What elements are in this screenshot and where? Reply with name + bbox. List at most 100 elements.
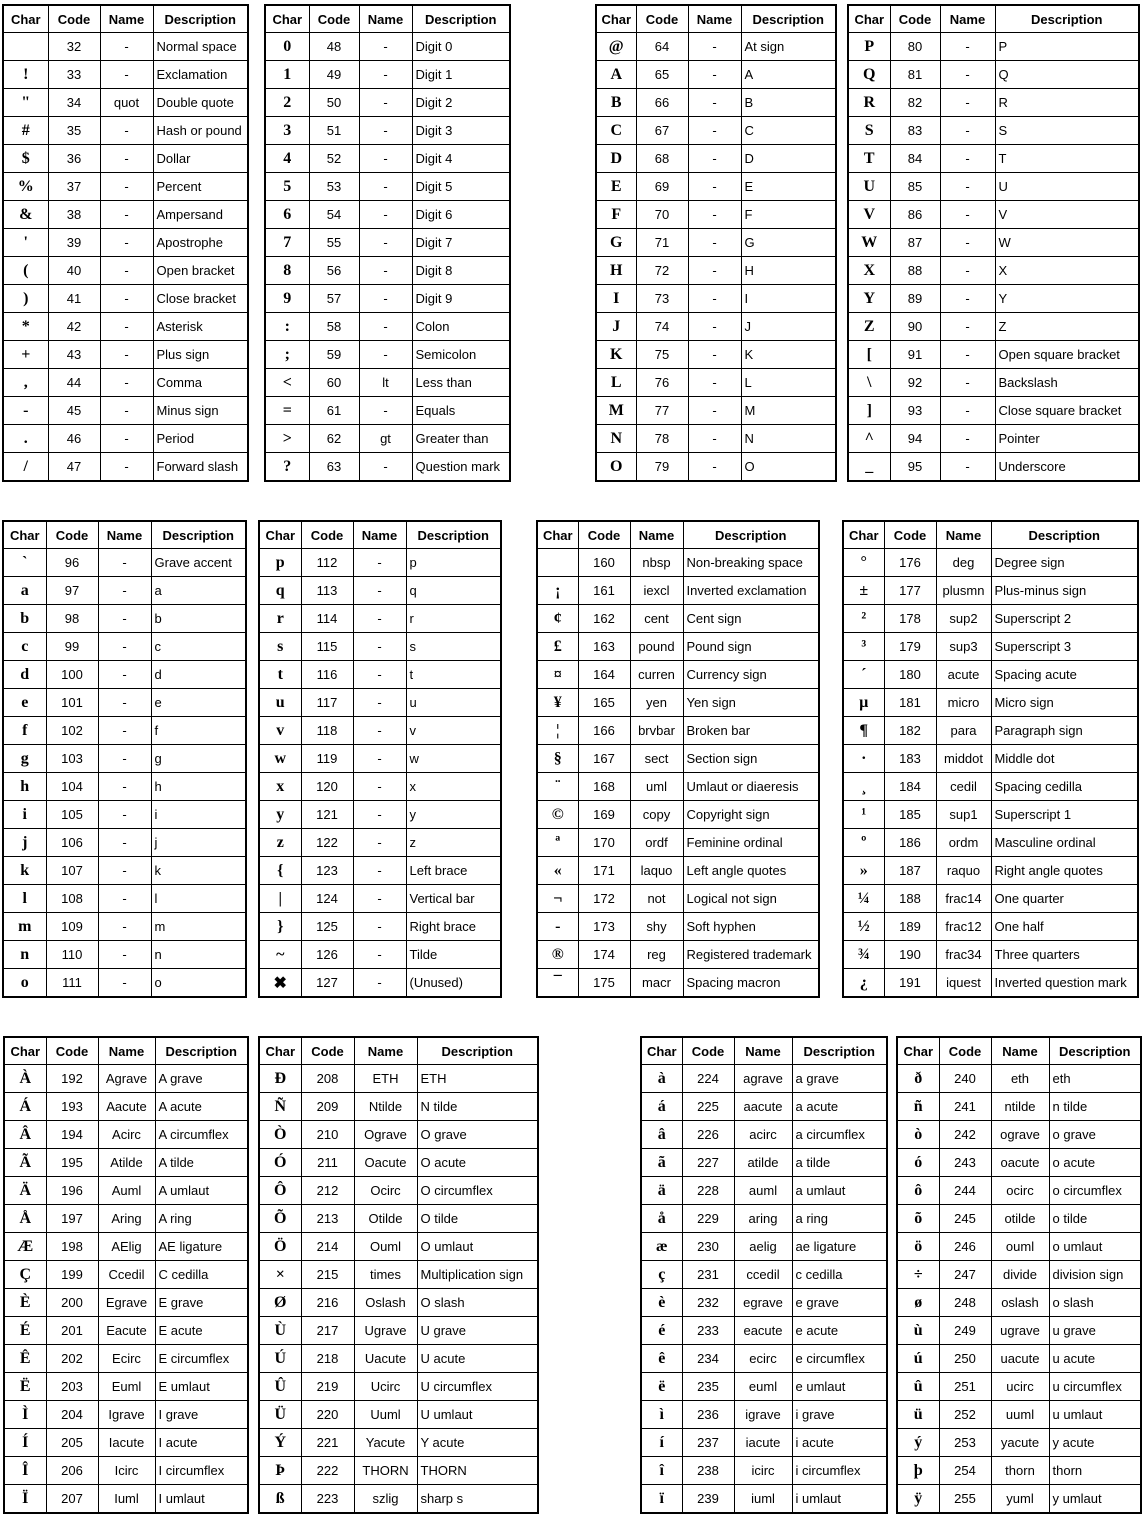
char-row: V 86- V [847, 200, 1140, 229]
entity-name: - [99, 32, 154, 61]
char-description: O [740, 452, 837, 482]
char-code: 196 [45, 1176, 99, 1205]
char-description: J [740, 312, 837, 341]
entity-name: ucirc [990, 1372, 1050, 1401]
char-code: 100 [45, 660, 99, 689]
char-row: (40- Open bracket [2, 256, 249, 285]
entity-name: - [99, 340, 154, 369]
char-code: 248 [938, 1288, 992, 1317]
char-code: 91 [889, 340, 941, 369]
entity-name: Aring [97, 1204, 156, 1233]
entity-name: - [97, 940, 152, 969]
column-header-code: Code [308, 4, 360, 33]
char-row: Ñ 209 Ntilde N tilde [258, 1092, 539, 1121]
char-row: ÷ 247 divide division sign [896, 1260, 1142, 1289]
char-glyph: ½ [842, 912, 885, 941]
char-description: Backslash [994, 368, 1140, 397]
char-description: A acute [154, 1092, 249, 1121]
char-glyph: ú [896, 1344, 940, 1373]
char-description: h [150, 772, 247, 801]
entity-name: - [352, 772, 407, 801]
char-description: Less than [411, 368, 511, 397]
char-code: 121 [300, 800, 354, 829]
entity-name: reg [629, 940, 684, 969]
char-glyph [536, 548, 579, 577]
entity-name: - [352, 632, 407, 661]
char-row: 0 48- Digit 0 [264, 32, 511, 61]
char-description: Vertical bar [405, 884, 502, 913]
entity-name: agrave [733, 1064, 793, 1093]
char-description: b [150, 604, 247, 633]
char-row: >62 gt Greater than [264, 424, 511, 453]
char-row: ý 253 yacute y acute [896, 1428, 1142, 1457]
char-code: 193 [45, 1092, 99, 1121]
entity-name: cent [629, 604, 684, 633]
entity-name: Euml [97, 1372, 156, 1401]
char-row: w 119- w [258, 744, 502, 773]
column-header-char: Char [258, 520, 302, 549]
entity-name: - [97, 688, 152, 717]
char-description: k [150, 856, 247, 885]
char-description: Underscore [994, 452, 1140, 482]
column-header-code: Code [938, 1036, 992, 1065]
char-glyph: Ð [258, 1064, 302, 1093]
char-row: ì 236 igrave i grave [640, 1400, 888, 1429]
char-code: 38 [47, 200, 101, 229]
char-code: 115 [300, 632, 354, 661]
char-glyph: p [258, 548, 302, 577]
char-row: ² 178 sup2 Superscript 2 [842, 604, 1139, 633]
char-glyph: D [595, 144, 637, 173]
char-code: 180 [883, 660, 937, 689]
char-row: Ï 207 Iuml I umlaut [3, 1484, 249, 1514]
char-row: × 215 times Multiplication sign [258, 1260, 539, 1289]
char-row: ´ 180 acute Spacing acute [842, 660, 1139, 689]
entity-name: - [939, 88, 996, 117]
char-code: 253 [938, 1428, 992, 1457]
column-header-name: Name [352, 520, 407, 549]
char-code: 62 [308, 424, 360, 453]
entity-name: sup2 [935, 604, 992, 633]
char-row: È 200 Egrave E grave [3, 1288, 249, 1317]
char-row: A 65- A [595, 60, 837, 89]
char-code: 219 [300, 1372, 355, 1401]
char-glyph: Ô [258, 1176, 302, 1205]
char-glyph: í [640, 1428, 683, 1457]
char-row: ! 33- Exclamation [2, 60, 249, 89]
char-row: Ô 212 Ocirc O circumflex [258, 1176, 539, 1205]
char-row: \ 92- Backslash [847, 368, 1140, 397]
entity-name: Ntilde [353, 1092, 418, 1121]
char-description: y umlaut [1048, 1484, 1142, 1514]
char-code: 189 [883, 912, 937, 941]
char-code: 238 [681, 1456, 735, 1485]
char-row: ½ 189 frac12 One half [842, 912, 1139, 941]
column-header-char: Char [2, 4, 49, 33]
char-row: ß 223 szlig sharp s [258, 1484, 539, 1514]
column-header-code: Code [300, 520, 354, 549]
char-description: ae ligature [791, 1232, 888, 1261]
char-description: E [740, 172, 837, 201]
char-description: l [150, 884, 247, 913]
entity-name: eacute [733, 1316, 793, 1345]
char-description: Minus sign [152, 396, 249, 425]
ascii-table-112-127: Char Code Name Description p 112- p q 113- q r 114-… [258, 520, 502, 998]
entity-name: Icirc [97, 1456, 156, 1485]
char-description: Spacing cedilla [990, 772, 1139, 801]
char-glyph: A [595, 60, 637, 89]
char-code: 110 [45, 940, 99, 969]
char-description: P [994, 32, 1140, 61]
entity-name: - [358, 32, 413, 61]
char-description: d [150, 660, 247, 689]
char-glyph: X [847, 256, 891, 285]
entity-name: - [687, 144, 742, 173]
char-row: @64- At sign [595, 32, 837, 61]
char-glyph: ` [2, 548, 47, 577]
char-row: ¦ 166 brvbar Broken bar [536, 716, 820, 745]
char-description: K [740, 340, 837, 369]
char-glyph: | [258, 884, 302, 913]
char-code: 190 [883, 940, 937, 969]
char-code: 50 [308, 88, 360, 117]
char-glyph: ¾ [842, 940, 885, 969]
char-code: 66 [635, 88, 689, 117]
char-description: N tilde [416, 1092, 539, 1121]
char-row: Ù 217 Ugrave U grave [258, 1316, 539, 1345]
